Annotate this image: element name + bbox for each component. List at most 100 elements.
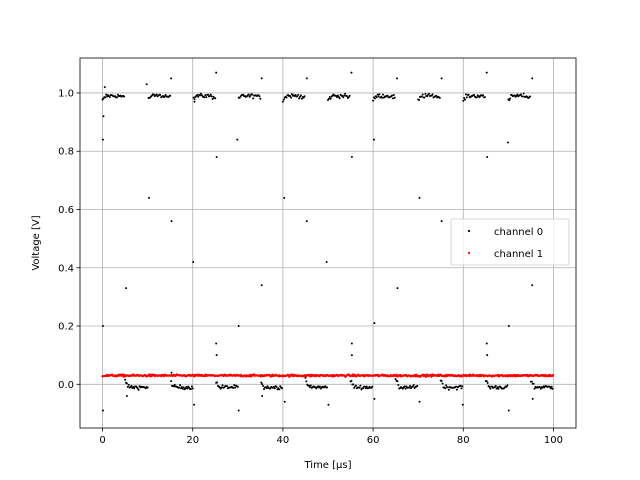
channel-0-point bbox=[485, 342, 488, 345]
channel-0-point bbox=[473, 94, 476, 96]
channel-0-point bbox=[233, 384, 236, 387]
channel-0-point bbox=[247, 93, 250, 96]
channel-0-point bbox=[444, 387, 447, 390]
channel-0-point bbox=[266, 385, 269, 388]
legend-label-channel-1: channel 1 bbox=[494, 249, 543, 260]
channel-0-point bbox=[531, 77, 534, 80]
channel-0-point bbox=[193, 100, 196, 103]
channel-0-point bbox=[197, 95, 200, 98]
channel-0-point bbox=[180, 385, 183, 388]
channel-0-point bbox=[234, 386, 237, 389]
channel-0-point bbox=[372, 138, 375, 141]
channel-0-point bbox=[375, 96, 378, 99]
channel-0-point bbox=[182, 386, 185, 389]
channel-0-point bbox=[463, 96, 466, 99]
channel-0-point bbox=[482, 94, 485, 97]
channel-0-point bbox=[358, 386, 361, 389]
channel-0-point bbox=[170, 380, 173, 383]
channel-0-point bbox=[409, 384, 412, 387]
channel-0-point bbox=[350, 71, 353, 74]
channel-0-point bbox=[211, 98, 214, 100]
channel-0-point bbox=[506, 384, 509, 387]
channel-0-point bbox=[193, 98, 196, 101]
channel-0-point bbox=[273, 387, 276, 390]
channel-0-point bbox=[486, 381, 489, 384]
channel-0-point bbox=[488, 385, 491, 388]
y-axis-label: Voltage [V] bbox=[31, 215, 42, 270]
channel-0-point bbox=[395, 77, 398, 80]
channel-0-point bbox=[130, 384, 133, 387]
x-tick-label: 0 bbox=[99, 435, 105, 446]
channel-0-point bbox=[205, 96, 208, 99]
channel-0-point bbox=[299, 94, 302, 97]
channel-0-point bbox=[259, 97, 262, 100]
channel-0-point bbox=[123, 95, 126, 98]
channel-0-point bbox=[408, 386, 411, 389]
channel-0-point bbox=[485, 71, 488, 74]
channel-0-point bbox=[192, 96, 195, 99]
channel-0-point bbox=[199, 92, 202, 95]
legend-box bbox=[450, 218, 570, 266]
channel-0-point bbox=[326, 386, 329, 389]
channel-0-point bbox=[507, 409, 510, 412]
channel-0-point bbox=[483, 96, 486, 99]
channel-0-point bbox=[207, 93, 210, 96]
channel-0-point bbox=[338, 97, 341, 100]
channel-0-point bbox=[170, 77, 173, 80]
channel-0-point bbox=[155, 93, 158, 96]
channel-0-point bbox=[394, 378, 397, 381]
channel-0-point bbox=[283, 196, 286, 199]
channel-0-point bbox=[258, 95, 261, 98]
channel-0-point bbox=[455, 385, 458, 388]
channel-0-point bbox=[373, 97, 376, 100]
channel-0-point bbox=[404, 387, 407, 390]
channel-0-point bbox=[305, 220, 308, 223]
channel-0-point bbox=[236, 138, 239, 141]
channel-1-point bbox=[429, 373, 432, 376]
channel-0-point bbox=[133, 387, 136, 390]
channel-0-point bbox=[455, 388, 458, 391]
channel-0-point bbox=[531, 397, 534, 400]
channel-0-point bbox=[403, 385, 406, 388]
channel-0-point bbox=[283, 400, 286, 403]
channel-0-point bbox=[541, 386, 544, 389]
channel-0-point bbox=[418, 98, 421, 101]
channel-0-point bbox=[424, 92, 427, 95]
channel-0-point bbox=[496, 386, 499, 389]
channel-0-point bbox=[124, 287, 127, 290]
channel-0-point bbox=[196, 94, 199, 97]
channel-0-point bbox=[215, 342, 218, 345]
channel-0-point bbox=[124, 378, 127, 381]
channel-0-point bbox=[539, 387, 542, 390]
channel-0-point bbox=[137, 388, 140, 391]
channel-0-point bbox=[336, 94, 339, 97]
channel-0-point bbox=[290, 96, 293, 99]
channel-0-point bbox=[440, 379, 443, 382]
channel-0-point bbox=[189, 388, 192, 391]
channel-0-point bbox=[440, 77, 443, 80]
channel-1-point bbox=[551, 373, 555, 377]
channel-0-point bbox=[215, 354, 218, 357]
channel-0-point bbox=[146, 386, 149, 389]
channel-0-point bbox=[522, 92, 525, 95]
channel-0-point bbox=[365, 385, 368, 388]
channel-0-point bbox=[185, 385, 188, 388]
channel-0-point bbox=[226, 385, 228, 388]
channel-0-point bbox=[214, 97, 217, 100]
channel-0-point bbox=[359, 384, 362, 387]
channel-0-point bbox=[220, 386, 223, 389]
channel-0-point bbox=[210, 95, 213, 98]
channel-0-point bbox=[281, 387, 284, 390]
channel-0-point bbox=[396, 380, 399, 383]
channel-0-point bbox=[102, 409, 104, 412]
channel-0-point bbox=[350, 342, 353, 345]
channel-0-point bbox=[192, 260, 195, 263]
channel-0-point bbox=[204, 94, 207, 97]
channel-0-point bbox=[103, 86, 106, 89]
channel-0-point bbox=[508, 99, 511, 102]
channel-0-point bbox=[172, 385, 175, 388]
channel-0-point bbox=[221, 384, 224, 387]
channel-0-point bbox=[290, 93, 293, 96]
channel-0-point bbox=[318, 385, 321, 388]
